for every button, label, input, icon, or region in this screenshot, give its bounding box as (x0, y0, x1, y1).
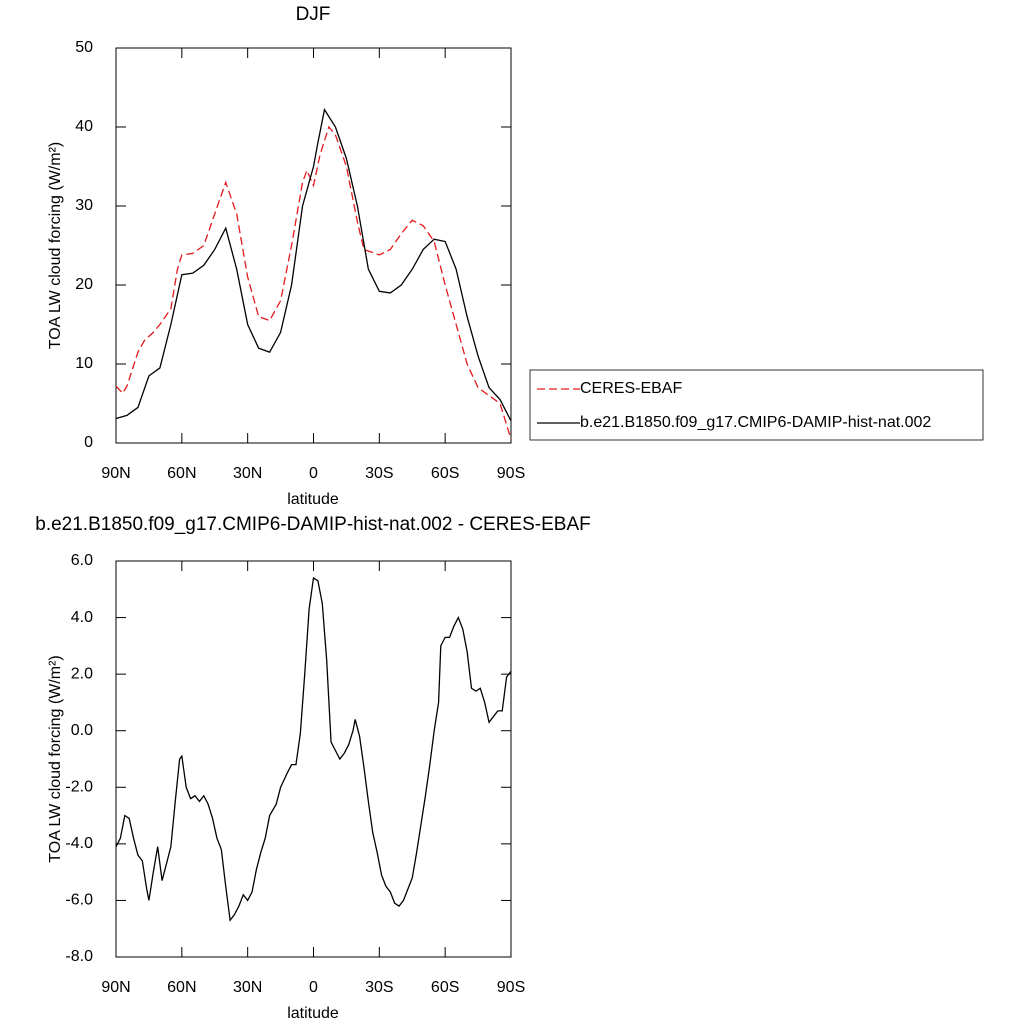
x-tick-label: 60S (431, 979, 459, 996)
x-tick-label: 60S (431, 465, 459, 482)
y-tick-label: -4.0 (65, 835, 93, 852)
legend-box (529, 369, 984, 441)
y-axis-label: TOA LW cloud forcing (W/m²) (47, 142, 64, 349)
y-tick-label: 20 (75, 276, 93, 293)
x-tick-label: 0 (309, 465, 318, 482)
plot-frame (115, 560, 512, 958)
x-tick-label: 90S (497, 979, 525, 996)
x-tick-label: 30S (365, 465, 393, 482)
chart-title: DJF (296, 4, 331, 25)
x-tick-label: 30N (233, 465, 262, 482)
data-line (115, 576, 512, 922)
y-tick-label: 30 (75, 197, 93, 214)
y-tick-label: 0 (84, 434, 93, 451)
y-tick-label: 0.0 (71, 722, 93, 739)
data-line (115, 107, 512, 422)
x-tick-label: 30N (233, 979, 262, 996)
y-tick-label: -2.0 (65, 779, 93, 796)
y-tick-label: 40 (75, 118, 93, 135)
y-tick-label: -6.0 (65, 892, 93, 909)
x-axis-label: latitude (287, 491, 339, 508)
x-tick-label: 90N (101, 465, 130, 482)
x-tick-label: 90N (101, 979, 130, 996)
x-axis-label: latitude (287, 1005, 339, 1022)
x-tick-label: 90S (497, 465, 525, 482)
legend-label: b.e21.B1850.f09_g17.CMIP6-DAMIP-hist-nat… (580, 414, 931, 431)
x-tick-label: 60N (167, 465, 196, 482)
plot-frame (115, 47, 512, 444)
y-tick-label: 10 (75, 355, 93, 372)
chart-title: b.e21.B1850.f09_g17.CMIP6-DAMIP-hist-nat… (35, 514, 590, 535)
y-tick-label: 4.0 (71, 609, 93, 626)
y-tick-label: 6.0 (71, 552, 93, 569)
x-tick-label: 30S (365, 979, 393, 996)
data-line (115, 125, 512, 440)
x-tick-label: 0 (309, 979, 318, 996)
y-tick-label: 2.0 (71, 665, 93, 682)
y-axis-label: TOA LW cloud forcing (W/m²) (47, 655, 64, 862)
legend-label: CERES-EBAF (580, 380, 682, 397)
y-tick-label: -8.0 (65, 948, 93, 965)
y-tick-label: 50 (75, 39, 93, 56)
x-tick-label: 60N (167, 979, 196, 996)
